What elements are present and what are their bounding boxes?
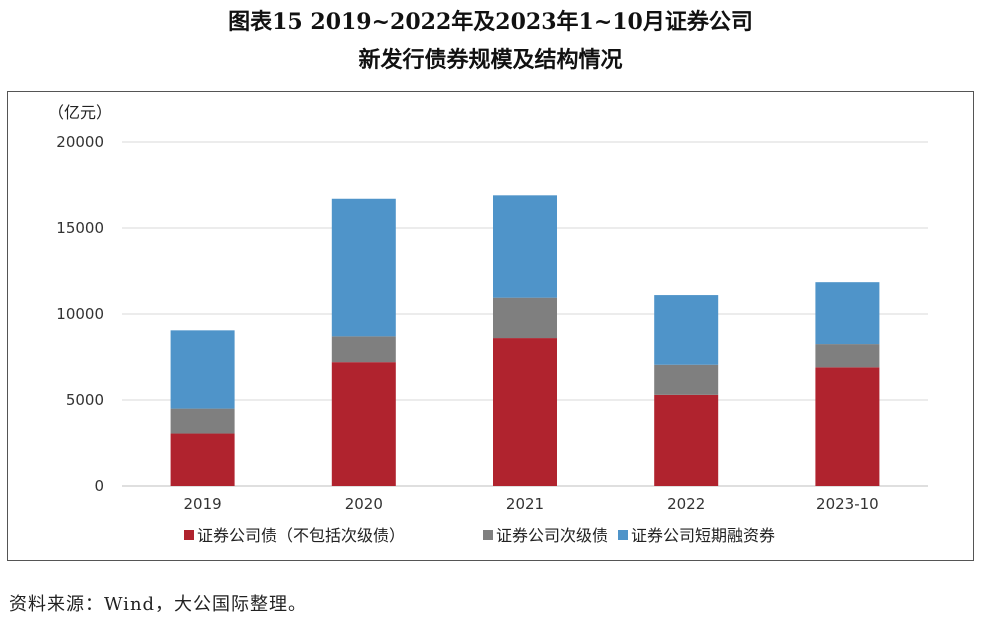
- bar-segment: [493, 297, 557, 339]
- legend-swatch: [184, 530, 194, 540]
- legend-label: 证券公司短期融资券: [631, 526, 775, 545]
- y-tick-label: 0: [94, 477, 104, 495]
- legend-swatch: [618, 530, 628, 540]
- x-tick-label: 2023-10: [816, 495, 879, 513]
- bar-segment: [493, 195, 557, 298]
- legend-swatch: [483, 530, 493, 540]
- bar-segment: [170, 433, 235, 486]
- bar-segment: [815, 282, 880, 345]
- y-tick-label: 15000: [56, 219, 104, 237]
- source-note: 资料来源：Wind，大公国际整理。: [9, 594, 308, 615]
- bar-segment: [493, 338, 557, 486]
- legend-label: 证券公司次级债: [496, 526, 608, 545]
- x-tick-label: 2020: [345, 495, 383, 513]
- y-unit-label: （亿元）: [48, 103, 112, 122]
- x-tick-label: 2021: [506, 495, 544, 513]
- chart-title-line1: 图表15 2019~2022年及2023年1~10月证券公司: [228, 9, 753, 35]
- chart-frame: [7, 91, 974, 561]
- bar-segment: [331, 198, 396, 337]
- bar-segment: [654, 394, 719, 486]
- bar-segment: [815, 344, 880, 368]
- y-tick-label: 10000: [56, 305, 104, 323]
- bar-segment: [331, 362, 396, 486]
- bar-segment: [170, 408, 235, 434]
- y-tick-label: 20000: [56, 133, 104, 151]
- bar-segment: [654, 295, 719, 365]
- legend-label: 证券公司债（不包括次级债）: [197, 526, 405, 545]
- x-tick-label: 2019: [184, 495, 222, 513]
- bar-segment: [815, 367, 880, 486]
- chart-title-line2: 新发行债券规模及结构情况: [358, 47, 623, 73]
- bar-segment: [654, 364, 719, 395]
- bar-segment: [331, 336, 396, 363]
- y-tick-label: 5000: [66, 391, 104, 409]
- x-tick-label: 2022: [667, 495, 705, 513]
- bar-segment: [170, 330, 235, 409]
